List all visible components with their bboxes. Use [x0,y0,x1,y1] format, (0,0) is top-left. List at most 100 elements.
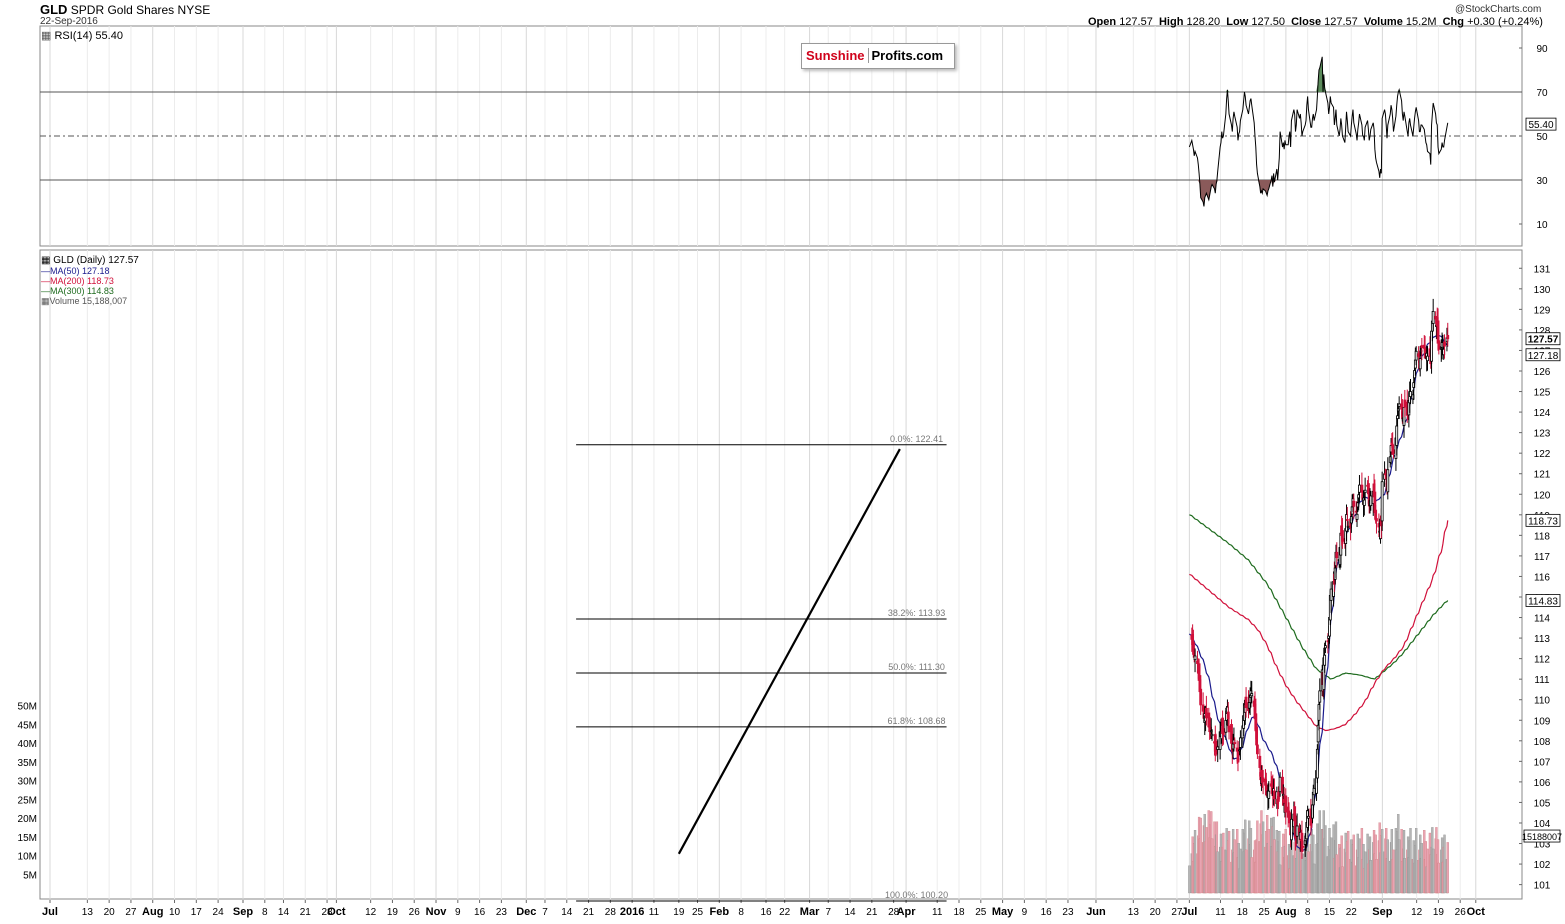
chart-date: 22-Sep-2016 [40,16,98,27]
quote-bar: Open 127.57 High 128.20 Low 127.50 Close… [1088,16,1543,28]
volume-bar [1398,839,1401,894]
x-tick-label: 21 [583,907,595,918]
price-y-tick-label: 124 [1534,408,1551,419]
price-y-tick-label: 131 [1534,264,1551,275]
x-tick-label: Dec [516,906,536,918]
volume-bar [1324,825,1327,894]
volume-label: Volume [1363,16,1403,28]
x-tick-label: 23 [1062,907,1074,918]
x-tick-label: 16 [474,907,486,918]
volume-bar [1278,864,1282,894]
exchange: NYSE [177,3,211,17]
x-tick-label: 18 [1237,907,1249,918]
x-tick-label: 19 [387,907,399,918]
candle-body [1380,481,1384,522]
volume-bar [1426,848,1429,894]
candle-body [1315,748,1319,779]
candle-body [1323,654,1327,666]
chg-label: Chg [1442,16,1464,28]
price-y-tick-label: 104 [1534,819,1551,830]
price-y-tick-label: 129 [1534,305,1551,316]
price-y-tick-label: 109 [1534,716,1551,727]
price-y-tick-label: 123 [1534,429,1551,440]
volume-y-tick-label: 15M [18,833,37,844]
price-y-tick-label: 118 [1534,531,1550,542]
candle-body [1278,776,1282,793]
volume-bars [1188,810,1449,894]
x-tick-label: 14 [561,907,573,918]
ma200-legend: MA(200) 118.73 [50,276,114,286]
price-legend: ▦ GLD (Daily) 127.57 —MA(50) 127.18 —MA(… [41,255,139,307]
candle-body [1216,746,1220,750]
rsi-panel-frame [39,25,1523,247]
x-tick-label: 25 [975,907,987,918]
candle-body [1324,645,1327,649]
volume-last-label: 15188007 [1522,832,1562,842]
candle-body [1375,518,1378,522]
price-y-tick-label: 116 [1534,572,1550,583]
volume-bar [1346,830,1350,894]
candle-body [1244,696,1248,709]
price-legend-text: GLD (Daily) 127.57 [53,255,139,266]
fibonacci-label: 0.0%: 122.41 [890,434,943,444]
price-y-tick-label: 117 [1534,552,1550,563]
rsi-oversold-fill [1197,180,1219,207]
candle-body [1317,704,1321,721]
x-tick-label: 19 [1433,907,1445,918]
volume-bar [1256,820,1259,894]
price-y-tick-label: 126 [1534,367,1551,378]
volume-bar [1222,832,1225,894]
fibonacci-label: 38.2%: 113.93 [888,608,945,618]
rsi-legend-text: RSI(14) 55.40 [54,30,123,42]
price-y-tick-label: 113 [1534,634,1550,645]
candle-body [1414,350,1418,361]
x-tick-label: Jun [1086,906,1106,918]
volume-bar [1409,828,1412,894]
ma300-last-label-box [1525,594,1561,607]
x-tick-label: Jul [42,906,58,918]
high-value: 128.20 [1186,16,1221,28]
chg-value: +0.30 (+0.24%) [1467,16,1543,28]
x-tick-label: 28 [321,907,333,918]
x-tick-label: 15 [1324,907,1336,918]
volume-y-tick-label: 25M [18,795,37,806]
ma300-line [1189,514,1449,680]
price-y-tick-label: 106 [1534,778,1551,789]
volume-bar [1188,865,1191,894]
open-label: Open [1088,16,1117,28]
rsi-y-tick-label: 10 [1536,220,1548,231]
price-y-tick-label: 121 [1534,470,1551,481]
candle-body [1329,588,1333,601]
volume-bar [1312,863,1316,894]
x-tick-label: 28 [888,907,900,918]
volume-bar [1369,860,1372,894]
x-tick-label: 11 [649,907,660,918]
chart-header-title: GLD SPDR Gold Shares NYSE [40,2,210,17]
candle-body [1227,725,1231,733]
candle-body [1335,551,1339,559]
candles [1190,298,1450,859]
price-y-tick-label: 120 [1534,490,1551,501]
volume-bar [1199,817,1202,894]
candle-body [1204,708,1208,719]
price-y-tick-label: 122 [1534,449,1551,460]
candle-body [1395,425,1399,446]
x-tick-label: 21 [300,907,312,918]
low-label: Low [1226,16,1249,28]
candle-body [1345,519,1349,521]
x-tick-label: 9 [455,907,461,918]
volume-y-tick-label: 40M [18,739,37,750]
price-y-tick-label: 125 [1534,388,1551,399]
fibonacci-label: 50.0%: 111.30 [888,662,945,672]
price-y-tick-label: 107 [1534,757,1551,768]
candle-body [1301,845,1305,848]
x-tick-label: 16 [1041,907,1053,918]
candle-body [1258,755,1262,768]
x-tick-label: May [992,906,1014,918]
volume-bar [1415,828,1418,894]
candle-body [1358,484,1361,493]
candle-body [1233,742,1237,744]
volume-last-box [1523,829,1561,843]
volume-bar [1261,821,1265,894]
